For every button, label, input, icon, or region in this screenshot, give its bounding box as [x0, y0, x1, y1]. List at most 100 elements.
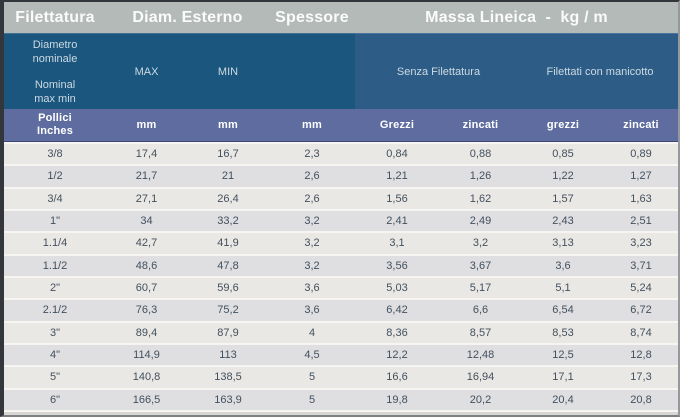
cell-zincati-senza: 3,67 [469, 259, 492, 272]
cell-diam-max: 42,7 [135, 237, 158, 250]
label-inches: Inches [36, 125, 74, 137]
cell-grezzi-senza: 5,03 [386, 282, 408, 295]
cell-spessore: 2,3 [304, 148, 320, 161]
cell-zincati-filettati: 0,89 [630, 148, 652, 161]
cell-diam-min: 47,8 [217, 259, 239, 272]
cell-spessore: 3,2 [304, 259, 320, 272]
cell-diam-min: 113 [219, 349, 237, 362]
subheader-right-section: Senza Filettatura Filettati con manicott… [355, 33, 678, 109]
cell-zincati-senza: 1,26 [469, 170, 492, 183]
cell-zincati-filettati: 20,8 [630, 393, 652, 406]
label-pollici: Pollici [38, 112, 72, 124]
cell-grezzi-filettati: 17,1 [552, 371, 574, 384]
cell-diam-min: 41,9 [217, 237, 239, 250]
cell-diam-min: 33,2 [217, 215, 239, 228]
cell-spessore: 5 [308, 393, 316, 406]
cell-pollici: 3/8 [47, 148, 63, 161]
cell-grezzi-filettati: 8,53 [552, 326, 574, 339]
cell-grezzi-senza: 12,2 [386, 349, 408, 362]
cell-spessore: 3,6 [304, 304, 320, 317]
table-subheader: Diametro nominale Nominal max min MAX MI… [4, 33, 678, 109]
cell-zincati-filettati: 1,27 [630, 170, 652, 183]
table-row: 1.1/4 42,7 41,9 3,2 3,1 3,2 3,13 3,23 [4, 231, 678, 254]
cell-zincati-filettati: 2,51 [630, 215, 652, 228]
unit-grezzi-senza: Grezzi [379, 119, 415, 131]
cell-grezzi-filettati: 1,22 [552, 170, 574, 183]
cell-spessore: 2,6 [304, 192, 320, 205]
cell-pollici: 1" [49, 215, 61, 228]
cell-diam-min: 163,9 [214, 393, 242, 406]
table-footer-strip [4, 410, 678, 415]
table-row: 2.1/2 76,3 75,2 3,6 6,42 6,6 6,54 6,72 [4, 298, 678, 321]
unit-zincati-senza: zincati [462, 119, 499, 131]
cell-grezzi-senza: 16,6 [386, 371, 408, 384]
cell-pollici: 3" [49, 326, 61, 339]
cell-spessore: 3,2 [304, 237, 320, 250]
cell-zincati-senza: 12,48 [466, 349, 495, 362]
unit-pollici-inches: Pollici Inches [4, 112, 106, 138]
subheader-senza-filettatura: Senza Filettatura [396, 65, 481, 78]
cell-diam-min: 16,7 [217, 148, 239, 161]
label-nominal: Nominal [34, 78, 76, 91]
spacer [4, 66, 106, 78]
cell-grezzi-filettati: 2,43 [552, 215, 574, 228]
table-row: 2" 60,7 59,6 3,6 5,03 5,17 5,1 5,24 [4, 275, 678, 299]
cell-zincati-filettati: 17,3 [630, 371, 652, 384]
cell-grezzi-senza: 3,1 [389, 237, 405, 250]
cell-grezzi-filettati: 6,54 [552, 304, 574, 317]
cell-diam-max: 89,4 [135, 326, 158, 339]
cell-pollici: 6" [49, 393, 61, 406]
table-row: 4" 114,9 113 4,5 12,2 12,48 12,5 12,8 [4, 342, 678, 366]
cell-grezzi-senza: 19,8 [386, 393, 408, 406]
cell-spessore: 3,6 [304, 282, 320, 295]
table-row: 3" 89,4 87,9 4 8,36 8,57 8,53 8,74 [4, 320, 678, 343]
subheader-min: MIN [217, 65, 239, 78]
cell-pollici: 1/2 [47, 170, 63, 183]
subheader-max: MAX [134, 65, 159, 78]
header-spessore: Spessore [275, 8, 349, 26]
cell-diam-max: 60,7 [135, 282, 158, 295]
cell-zincati-filettati: 3,71 [630, 259, 652, 272]
units-row: Pollici Inches mm mm mm Grezzi zincati g… [4, 109, 678, 142]
unit-zincati-filettati: zincati [623, 119, 659, 131]
cell-pollici: 4" [49, 349, 61, 362]
cell-grezzi-senza: 0,84 [386, 148, 408, 161]
table-row: 1" 34 33,2 3,2 2,41 2,49 2,43 2,51 [4, 208, 678, 232]
cell-pollici: 1.1/2 [42, 259, 68, 272]
cell-grezzi-senza: 8,36 [386, 326, 408, 339]
cell-zincati-filettati: 1,63 [630, 192, 652, 205]
label-diametro: Diametro [32, 38, 78, 51]
header-massa-lineica: Massa Lineica - kg / m [425, 8, 608, 26]
cell-diam-max: 21,7 [135, 170, 158, 183]
cell-diam-min: 21 [221, 170, 235, 183]
cell-grezzi-senza: 1,21 [386, 170, 408, 183]
cell-diam-min: 87,9 [217, 326, 239, 339]
table-row: 6" 166,5 163,9 5 19,8 20,2 20,4 20,8 [4, 387, 678, 410]
cell-diam-min: 138,5 [214, 371, 242, 384]
cell-spessore: 5 [308, 371, 316, 384]
cell-zincati-filettati: 3,23 [630, 237, 652, 250]
header-filettatura: Filettatura [15, 8, 95, 26]
cell-pollici: 5" [49, 371, 61, 384]
cell-grezzi-filettati: 5,1 [555, 282, 571, 295]
cell-grezzi-senza: 3,56 [386, 259, 408, 272]
cell-diam-min: 75,2 [217, 304, 239, 317]
cell-zincati-senza: 16,94 [466, 371, 495, 384]
cell-diam-max: 27,1 [135, 192, 158, 205]
cell-zincati-filettati: 6,72 [630, 304, 652, 317]
subheader-left-section: Diametro nominale Nominal max min MAX MI… [4, 33, 355, 109]
unit-mm-max: mm [136, 119, 157, 131]
cell-zincati-senza: 2,49 [469, 215, 492, 228]
cell-spessore: 3,2 [304, 215, 320, 228]
cell-diam-max: 34 [140, 215, 153, 228]
cell-pollici: 2.1/2 [42, 304, 68, 317]
cell-pollici: 2" [49, 282, 61, 295]
label-max-min: max min [34, 92, 76, 105]
cell-zincati-senza: 8,57 [469, 326, 492, 339]
cell-spessore: 4 [308, 326, 316, 339]
cell-grezzi-senza: 6,42 [386, 304, 408, 317]
cell-pollici: 3/4 [47, 192, 63, 205]
table-header: Filettatura Diam. Esterno Spessore Massa… [4, 2, 678, 33]
cell-diam-max: 48,6 [135, 259, 158, 272]
